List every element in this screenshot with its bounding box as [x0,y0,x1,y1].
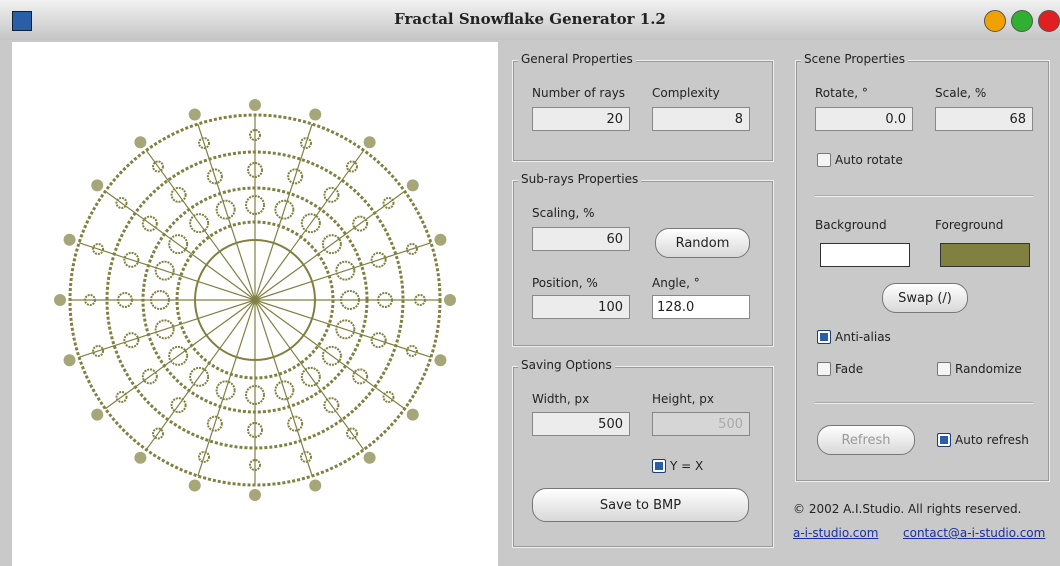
checkbox-label[interactable]: Y = X [670,459,703,473]
label: Height, px [652,392,714,406]
snowflake-stroke [91,409,103,421]
app-window: Fractal Snowflake Generator 1.2 General … [0,0,1060,566]
separator [815,402,1033,404]
text-input[interactable]: 128.0 [652,295,750,319]
label: Scale, % [935,86,986,100]
color-swatch[interactable] [820,243,910,267]
checkbox[interactable] [817,153,831,167]
snowflake-stroke [236,300,255,357]
group-title: Scene Properties [801,52,908,66]
window-title: Fractal Snowflake Generator 1.2 [0,10,1060,28]
checkbox[interactable] [817,362,831,376]
checkbox-label[interactable]: Fade [835,362,863,376]
label: Complexity [652,86,720,100]
label: Background [815,218,887,232]
checkbox[interactable] [652,459,666,473]
snowflake-stroke [255,300,274,357]
snowflake-stroke [249,99,261,111]
text-input[interactable]: 0.0 [815,107,913,131]
copyright: © 2002 A.I.Studio. All rights reserved. [793,502,1021,516]
checkbox[interactable] [937,362,951,376]
snowflake-stroke [407,409,419,421]
snowflake-stroke [236,243,255,300]
snowflake-stroke [364,136,376,148]
checkbox[interactable] [937,433,951,447]
button[interactable]: Swap (/) [882,283,968,313]
snowflake-stroke [189,479,201,491]
text-input[interactable]: 100 [532,295,630,319]
text-input[interactable]: 60 [532,227,630,251]
text-input[interactable]: 8 [652,107,750,131]
snowflake-stroke [249,489,261,501]
snowflake-stroke [255,300,290,349]
maximize-button[interactable] [1011,10,1033,32]
snowflake-canvas [12,42,498,566]
label: Foreground [935,218,1003,232]
group-title: General Properties [518,52,636,66]
snowflake-stroke [91,179,103,191]
snowflake-stroke [220,300,255,349]
group-title: Sub-rays Properties [518,172,641,186]
checkbox-label[interactable]: Auto rotate [835,153,903,167]
button[interactable]: Refresh [817,425,915,455]
label: Rotate, ° [815,86,868,100]
snowflake-stroke [255,300,312,319]
label: Width, px [532,392,589,406]
snowflake-stroke [134,452,146,464]
checkbox-label[interactable]: Randomize [955,362,1022,376]
snowflake-stroke [434,234,446,246]
snowflake-stroke [64,234,76,246]
snowflake-stroke [255,265,304,300]
snowflake-stroke [64,354,76,366]
minimize-button[interactable] [984,10,1006,32]
close-button[interactable] [1038,10,1060,32]
snowflake-stroke [198,281,255,300]
snowflake-stroke [255,281,312,300]
snowflake-stroke [134,136,146,148]
separator [815,195,1033,197]
snowflake-stroke [206,300,255,335]
snowflake-stroke [255,300,304,335]
button[interactable]: Save to BMP [532,488,749,522]
group-title: Saving Options [518,358,615,372]
snowflake-stroke [54,294,66,306]
link[interactable]: a-i-studio.com [793,526,878,540]
snowflake-stroke [255,243,274,300]
snowflake-stroke [220,251,255,300]
snowflake-stroke [364,452,376,464]
color-swatch[interactable] [940,243,1030,267]
text-input[interactable]: 500 [652,412,750,436]
snowflake-stroke [255,251,290,300]
snowflake-stroke [198,300,255,319]
snowflake [12,42,498,566]
label: Position, % [532,276,598,290]
snowflake-stroke [407,179,419,191]
text-input[interactable]: 500 [532,412,630,436]
label: Scaling, % [532,206,595,220]
text-input[interactable]: 20 [532,107,630,131]
checkbox-label[interactable]: Anti-alias [835,330,891,344]
snowflake-stroke [434,354,446,366]
snowflake-stroke [309,479,321,491]
button[interactable]: Random [655,228,750,258]
text-input[interactable]: 68 [935,107,1033,131]
snowflake-stroke [79,243,198,282]
checkbox[interactable] [817,330,831,344]
link[interactable]: contact@a-i-studio.com [903,526,1045,540]
snowflake-stroke [309,109,321,121]
snowflake-stroke [206,265,255,300]
label: Angle, ° [652,276,700,290]
checkbox-label[interactable]: Auto refresh [955,433,1029,447]
snowflake-stroke [444,294,456,306]
label: Number of rays [532,86,625,100]
snowflake-stroke [189,109,201,121]
